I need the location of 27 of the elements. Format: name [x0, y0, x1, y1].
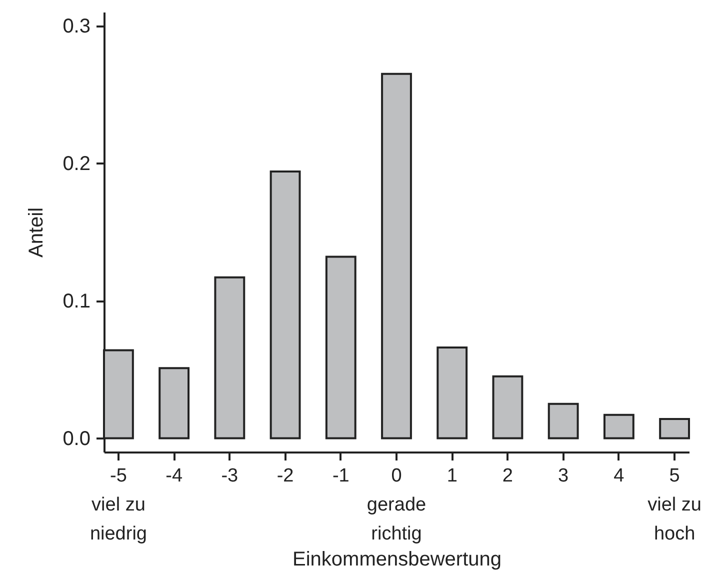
- x-tick-label: -1: [332, 466, 350, 486]
- y-tick-label: 0.1: [62, 290, 90, 312]
- y-tick-label: 0.3: [62, 15, 90, 38]
- x-tick-label: -4: [166, 466, 183, 486]
- bar: [659, 418, 690, 440]
- x-axis-title: Einkommensbewertung: [292, 548, 502, 570]
- x-tick-label: -2: [276, 466, 294, 486]
- x-tick-label: 5 viel zu hoch: [648, 466, 702, 544]
- bar: [158, 367, 190, 440]
- y-tick-label: 0.0: [62, 428, 90, 450]
- bar: [548, 402, 579, 440]
- bar: [325, 256, 356, 440]
- x-tick-label: -5 viel zu niedrig: [90, 466, 147, 544]
- bar: [492, 375, 524, 440]
- bar: [381, 72, 412, 440]
- x-tick-label: 0 gerade richtig: [366, 466, 426, 544]
- bar: [603, 414, 634, 440]
- y-tick-label: 0.2: [62, 152, 90, 175]
- x-tick-label: 2: [502, 466, 514, 486]
- x-tick-label: 1: [446, 466, 458, 486]
- bar: [270, 170, 301, 440]
- bar: [214, 276, 246, 440]
- x-tick-label: 3: [558, 466, 569, 486]
- bar: [436, 346, 468, 440]
- x-tick-label: 4: [614, 466, 625, 486]
- x-tick-label: -3: [221, 466, 238, 486]
- y-axis-title: Anteil: [26, 207, 48, 258]
